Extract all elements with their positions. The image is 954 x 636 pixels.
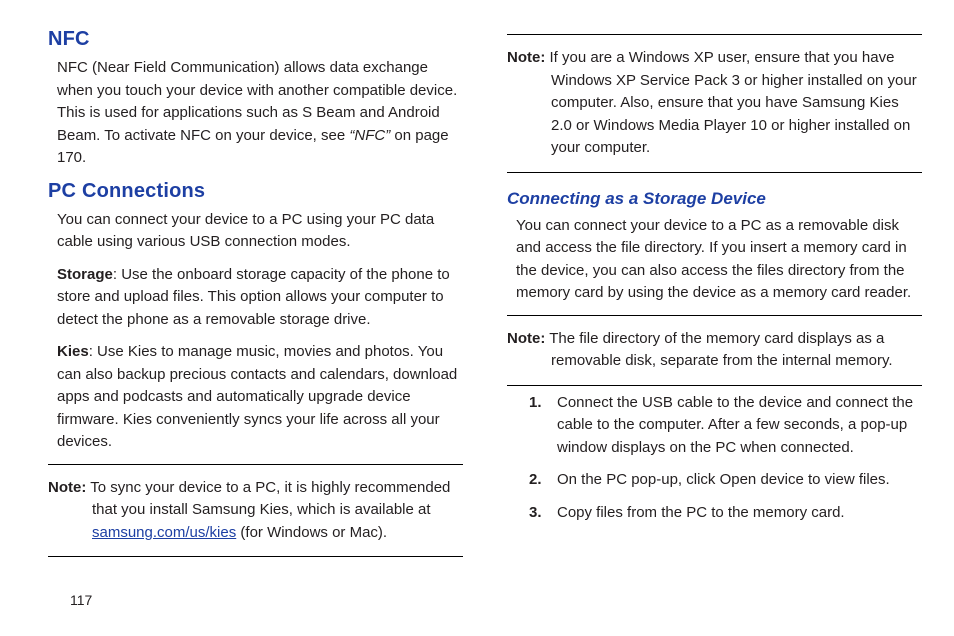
page-number: 117 [70,592,92,608]
pc-storage-label: Storage [57,266,113,283]
note-kies-line: Note: To sync your device to a PC, it is… [48,477,463,545]
heading-nfc: NFC [48,28,463,51]
note-xp-line: Note: If you are a Windows XP user, ensu… [507,47,922,160]
pc-kies-label: Kies [57,343,89,360]
kies-link[interactable]: samsung.com/us/kies [92,524,236,541]
step-1-num: 1. [529,392,557,460]
connecting-intro: You can connect your device to a PC as a… [507,215,922,305]
step-2-post: . [886,471,890,488]
pc-kies: Kies: Use Kies to manage music, movies a… [48,341,463,454]
page: NFC NFC (Near Field Communication) allow… [0,0,954,636]
left-column: NFC NFC (Near Field Communication) allow… [48,28,485,618]
step-3: 3. Copy files from the PC to the memory … [507,502,922,525]
step-1: 1. Connect the USB cable to the device a… [507,392,922,460]
note-kies-text2: (for Windows or Mac). [236,524,387,541]
step-3-text: Copy files from the PC to the memory car… [557,502,922,525]
note-xp: Note: If you are a Windows XP user, ensu… [507,41,922,166]
divider [507,385,922,386]
note-memcard: Note: The file directory of the memory c… [507,322,922,379]
pc-storage: Storage: Use the onboard storage capacit… [48,264,463,332]
steps-list: 1. Connect the USB cable to the device a… [507,392,922,525]
step-3-num: 3. [529,502,557,525]
note-memcard-text: The file directory of the memory card di… [545,330,892,370]
divider [48,556,463,557]
heading-connecting-storage: Connecting as a Storage Device [507,189,922,209]
step-2-pre: On the PC pop-up, click [557,471,720,488]
note-kies: Note: To sync your device to a PC, it is… [48,471,463,551]
nfc-ref: “NFC” [349,127,390,144]
divider [507,172,922,173]
pc-kies-text: : Use Kies to manage music, movies and p… [57,343,457,450]
note-xp-label: Note: [507,49,545,66]
step-2-bold: Open device to view files [720,471,886,488]
note-kies-label: Note: [48,479,86,496]
note-memcard-line: Note: The file directory of the memory c… [507,328,922,373]
note-xp-text: If you are a Windows XP user, ensure tha… [545,49,916,156]
step-2-text: On the PC pop-up, click Open device to v… [557,469,922,492]
right-column: Note: If you are a Windows XP user, ensu… [485,28,922,618]
step-2-num: 2. [529,469,557,492]
divider [48,464,463,465]
divider [507,34,922,35]
pc-storage-text: : Use the onboard storage capacity of th… [57,266,450,328]
step-2: 2. On the PC pop-up, click Open device t… [507,469,922,492]
step-1-text: Connect the USB cable to the device and … [557,392,922,460]
note-kies-text1: To sync your device to a PC, it is highl… [86,479,450,519]
nfc-body: NFC (Near Field Communication) allows da… [48,57,463,170]
note-memcard-label: Note: [507,330,545,347]
heading-pc-connections: PC Connections [48,180,463,203]
divider [507,315,922,316]
pc-intro: You can connect your device to a PC usin… [48,209,463,254]
